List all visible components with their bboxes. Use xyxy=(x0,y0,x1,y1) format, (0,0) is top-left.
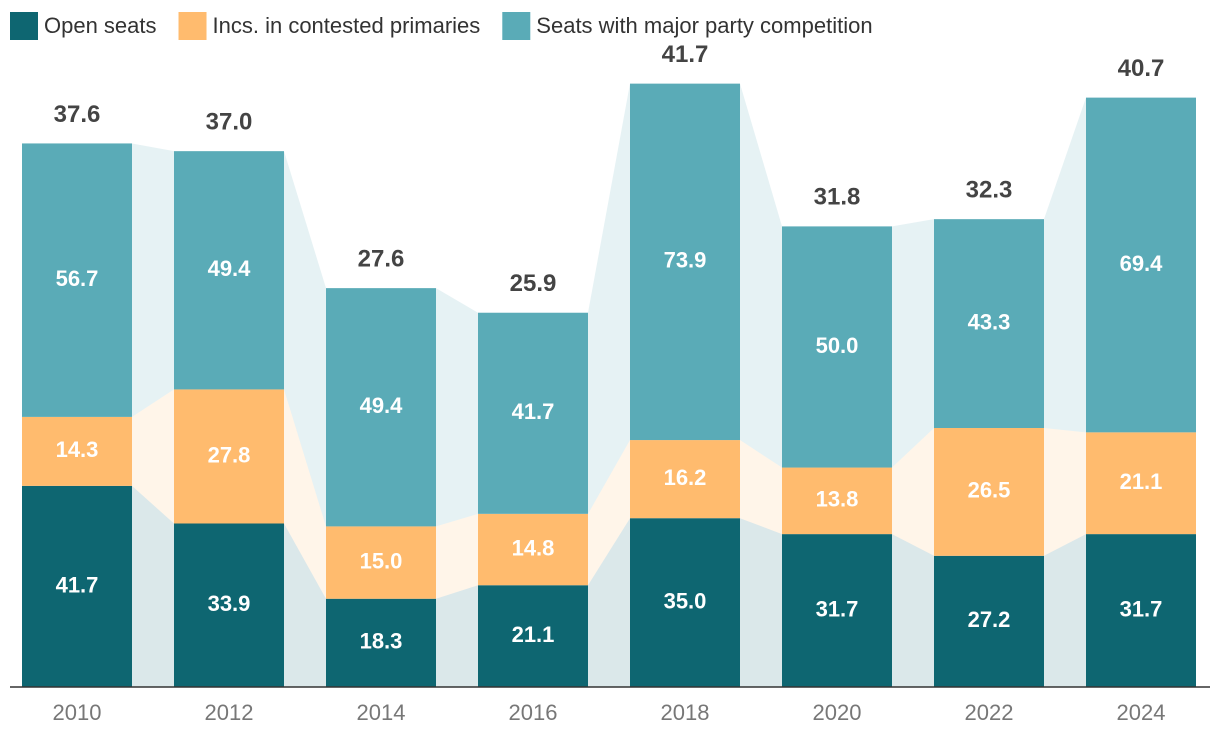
connector-band xyxy=(284,151,326,527)
segment-label: 43.3 xyxy=(968,309,1011,334)
connector-band xyxy=(892,219,934,468)
connector-band xyxy=(132,389,174,524)
bar-segment xyxy=(22,485,132,687)
segment-label: 18.3 xyxy=(360,629,403,654)
average-label: 37.0 xyxy=(206,108,253,135)
segment-label: 49.4 xyxy=(208,256,252,281)
legend-label: Open seats xyxy=(44,13,157,38)
average-label: 32.3 xyxy=(966,177,1013,204)
legend-label: Seats with major party competition xyxy=(536,13,872,38)
bar-segment xyxy=(934,428,1044,556)
bar-segment xyxy=(1086,534,1196,687)
connector-band xyxy=(892,534,934,687)
segment-label: 33.9 xyxy=(208,591,251,616)
average-label: 31.8 xyxy=(814,184,861,211)
segment-label: 41.7 xyxy=(56,572,99,597)
connector-band xyxy=(132,485,174,687)
segment-label: 35.0 xyxy=(664,588,707,613)
connector-band xyxy=(1044,97,1086,433)
average-label: 41.7 xyxy=(662,41,709,68)
connector-band xyxy=(436,585,478,687)
bar-segment xyxy=(630,83,740,441)
x-tick-label: 2014 xyxy=(357,700,406,725)
connector-band xyxy=(436,513,478,599)
segment-label: 31.7 xyxy=(1120,596,1163,621)
x-tick-label: 2010 xyxy=(53,700,102,725)
segment-label: 21.1 xyxy=(1120,469,1163,494)
average-label: 40.7 xyxy=(1118,55,1165,82)
segment-label: 50.0 xyxy=(816,333,859,358)
segment-label: 69.4 xyxy=(1120,251,1164,276)
segment-label: 27.2 xyxy=(968,607,1011,632)
average-label: 37.6 xyxy=(54,101,101,128)
connector-bands xyxy=(132,83,1086,687)
bar-segment xyxy=(326,288,436,527)
segment-label: 16.2 xyxy=(664,465,707,490)
connector-band xyxy=(436,288,478,527)
segment-label: 15.0 xyxy=(360,548,403,573)
bar-segment xyxy=(1086,432,1196,535)
connector-band xyxy=(892,428,934,556)
bar-segment xyxy=(326,526,436,599)
bar-segment xyxy=(22,416,132,486)
legend-swatch xyxy=(502,12,531,40)
bar-segment xyxy=(326,598,436,687)
legend-label: Incs. in contested primaries xyxy=(213,13,481,38)
segment-label: 14.8 xyxy=(512,535,555,560)
connector-band xyxy=(588,518,630,687)
segment-label: 49.4 xyxy=(360,393,404,418)
bar-segment xyxy=(174,151,284,390)
bars xyxy=(22,83,1196,687)
x-tick-label: 2012 xyxy=(205,700,254,725)
segment-label: 73.9 xyxy=(664,248,707,273)
connector-band xyxy=(132,143,174,417)
segment-label: 21.1 xyxy=(512,622,555,647)
connector-band xyxy=(588,440,630,586)
bar-segment xyxy=(174,523,284,687)
connector-band xyxy=(740,518,782,687)
bar-segment xyxy=(1086,97,1196,433)
legend-swatch xyxy=(10,12,38,40)
x-tick-label: 2016 xyxy=(509,700,558,725)
connector-band xyxy=(284,389,326,599)
bar-segment xyxy=(630,440,740,519)
x-tick-label: 2018 xyxy=(661,700,710,725)
segment-label: 13.8 xyxy=(816,487,859,512)
connector-band xyxy=(284,523,326,687)
segment-label: 26.5 xyxy=(968,478,1011,503)
segment-label: 27.8 xyxy=(208,442,251,467)
bar-segment xyxy=(934,219,1044,429)
connector-band xyxy=(740,440,782,535)
legend-swatch xyxy=(178,12,207,40)
bar-segment xyxy=(478,312,588,514)
bar-segment xyxy=(630,518,740,687)
bar-segment xyxy=(22,143,132,417)
bar-segment xyxy=(782,534,892,687)
segment-label: 41.7 xyxy=(512,399,555,424)
segment-label: 56.7 xyxy=(56,266,99,291)
bar-segment xyxy=(478,513,588,586)
average-label: 27.6 xyxy=(358,245,405,272)
connector-band xyxy=(588,83,630,514)
connector-band xyxy=(740,83,782,468)
x-tick-label: 2022 xyxy=(965,700,1014,725)
average-label: 25.9 xyxy=(510,270,557,297)
connector-band xyxy=(1044,534,1086,687)
bar-segment xyxy=(782,226,892,468)
connector-band xyxy=(1044,428,1086,556)
bar-segment xyxy=(174,389,284,524)
bar-segment xyxy=(934,555,1044,687)
x-tick-label: 2024 xyxy=(1117,700,1166,725)
segment-label: 31.7 xyxy=(816,596,859,621)
segment-label: 14.3 xyxy=(56,437,99,462)
bar-segment xyxy=(478,585,588,687)
x-tick-label: 2020 xyxy=(813,700,862,725)
bar-segment xyxy=(782,467,892,535)
